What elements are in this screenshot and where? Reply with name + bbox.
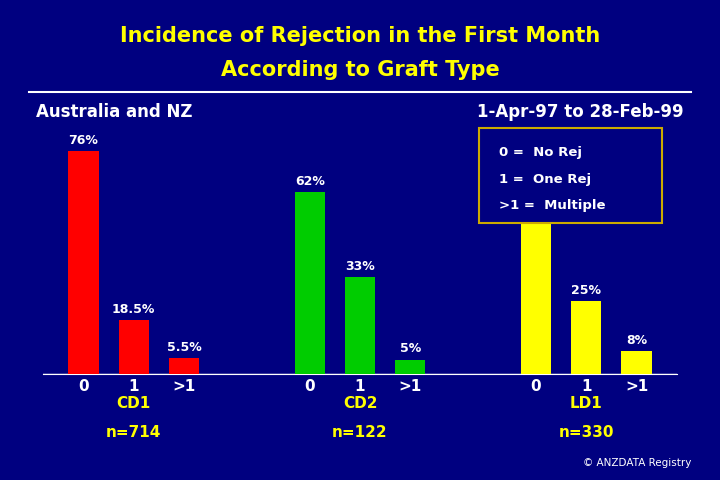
Text: CD1: CD1 bbox=[117, 396, 150, 411]
Bar bbox=[68, 151, 99, 374]
Text: 18.5%: 18.5% bbox=[112, 303, 156, 316]
Text: 1 =  One Rej: 1 = One Rej bbox=[499, 173, 591, 186]
Bar bbox=[345, 277, 375, 374]
Text: 5%: 5% bbox=[400, 342, 421, 355]
Text: CD2: CD2 bbox=[343, 396, 377, 411]
Text: According to Graft Type: According to Graft Type bbox=[220, 60, 500, 80]
Bar bbox=[294, 192, 325, 374]
Text: 25%: 25% bbox=[571, 284, 601, 297]
Text: Australia and NZ: Australia and NZ bbox=[36, 103, 192, 121]
Text: 62%: 62% bbox=[294, 175, 325, 188]
Text: n=122: n=122 bbox=[332, 425, 388, 440]
Text: 0 =  No Rej: 0 = No Rej bbox=[499, 146, 582, 159]
Text: © ANZDATA Registry: © ANZDATA Registry bbox=[582, 458, 691, 468]
Bar bbox=[119, 320, 149, 374]
Text: 76%: 76% bbox=[68, 134, 99, 147]
Bar bbox=[395, 360, 426, 374]
Text: n=714: n=714 bbox=[106, 425, 161, 440]
Bar bbox=[521, 178, 551, 374]
Text: 67%: 67% bbox=[521, 160, 551, 173]
Text: n=330: n=330 bbox=[559, 425, 614, 440]
Bar bbox=[621, 351, 652, 374]
Bar bbox=[571, 301, 601, 374]
Text: 33%: 33% bbox=[345, 260, 375, 273]
Text: Incidence of Rejection in the First Month: Incidence of Rejection in the First Mont… bbox=[120, 26, 600, 47]
Text: 1-Apr-97 to 28-Feb-99: 1-Apr-97 to 28-Feb-99 bbox=[477, 103, 684, 121]
Text: 8%: 8% bbox=[626, 334, 647, 347]
Text: >1 =  Multiple: >1 = Multiple bbox=[499, 199, 606, 212]
Text: 5.5%: 5.5% bbox=[166, 341, 202, 354]
Text: LD1: LD1 bbox=[570, 396, 603, 411]
Bar bbox=[169, 358, 199, 374]
